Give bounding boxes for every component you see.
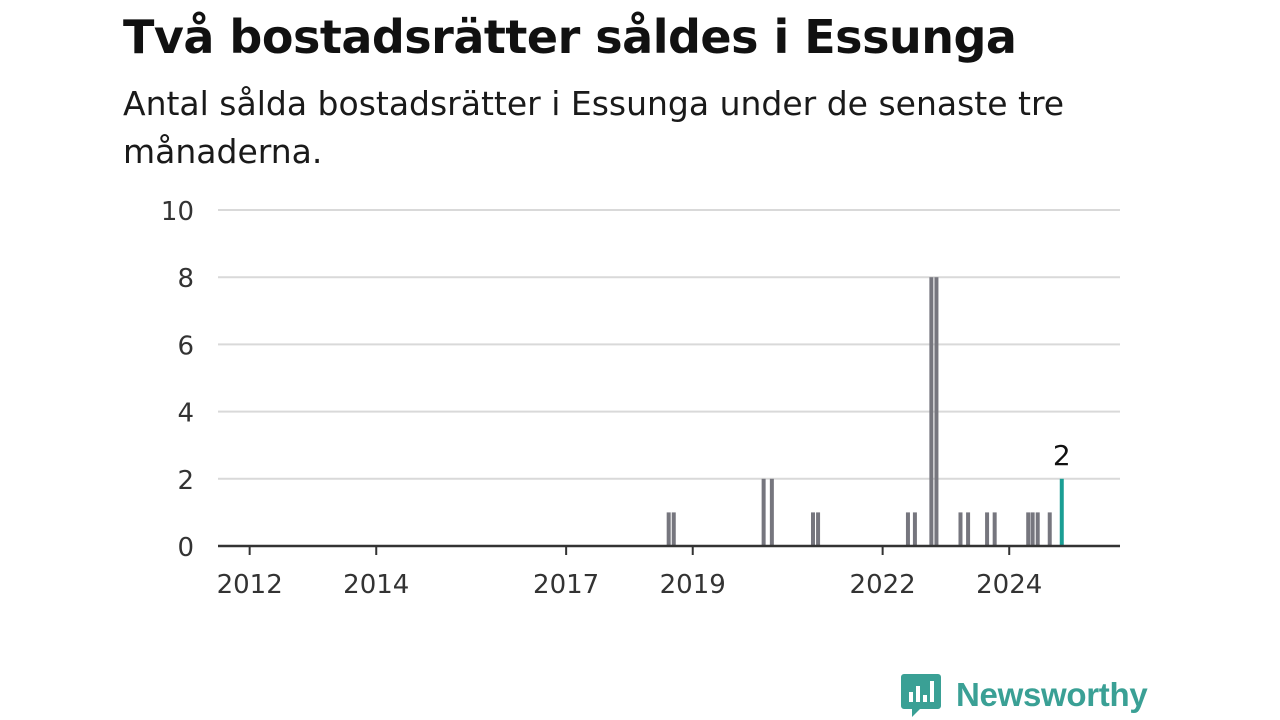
bar: [966, 512, 971, 546]
bar: [666, 512, 671, 546]
highlight-bar: [1059, 478, 1064, 546]
bar: [912, 512, 917, 546]
data-labels: 2: [1053, 439, 1071, 472]
bar: [761, 478, 766, 546]
bars: [666, 277, 1064, 546]
chart-title: Två bostadsrätter såldes i Essunga: [123, 10, 1017, 64]
bar: [816, 512, 821, 546]
gridlines: [218, 209, 1120, 480]
y-tick-label: 6: [177, 331, 194, 361]
bar: [1035, 512, 1040, 546]
bar: [671, 512, 676, 546]
bar: [929, 277, 934, 546]
bar: [1047, 512, 1052, 546]
y-tick-label: 8: [177, 264, 194, 294]
bar: [958, 512, 963, 546]
x-tick-label: 2012: [217, 570, 283, 600]
highlight-value-label: 2: [1053, 439, 1071, 472]
bar: [1030, 512, 1035, 546]
x-tick-label: 2024: [976, 570, 1042, 600]
x-axis: 2012 2014 2017 2019 2022 2024: [217, 544, 1120, 600]
bar: [934, 277, 939, 546]
y-tick-label: 10: [161, 197, 194, 227]
newsworthy-chart-icon: [901, 674, 941, 717]
y-tick-label: 2: [177, 466, 194, 496]
bar: [985, 512, 990, 546]
y-axis-tick-labels: 0 2 4 6 8 10: [161, 197, 194, 563]
x-tick-label: 2014: [343, 570, 409, 600]
bar: [992, 512, 997, 546]
x-tick-label: 2019: [660, 570, 726, 600]
y-tick-label: 0: [177, 533, 194, 563]
newsworthy-logo: Newsworthy: [900, 670, 1148, 720]
bar: [811, 512, 816, 546]
x-tick-label: 2017: [533, 570, 599, 600]
y-tick-label: 4: [177, 399, 194, 429]
bar: [905, 512, 910, 546]
brand-name: Newsworthy: [956, 676, 1148, 713]
x-tick-label: 2022: [850, 570, 916, 600]
bar: [769, 478, 774, 546]
chart-subtitle: Antal sålda bostadsrätter i Essunga unde…: [123, 84, 1065, 171]
bar: [1026, 512, 1031, 546]
